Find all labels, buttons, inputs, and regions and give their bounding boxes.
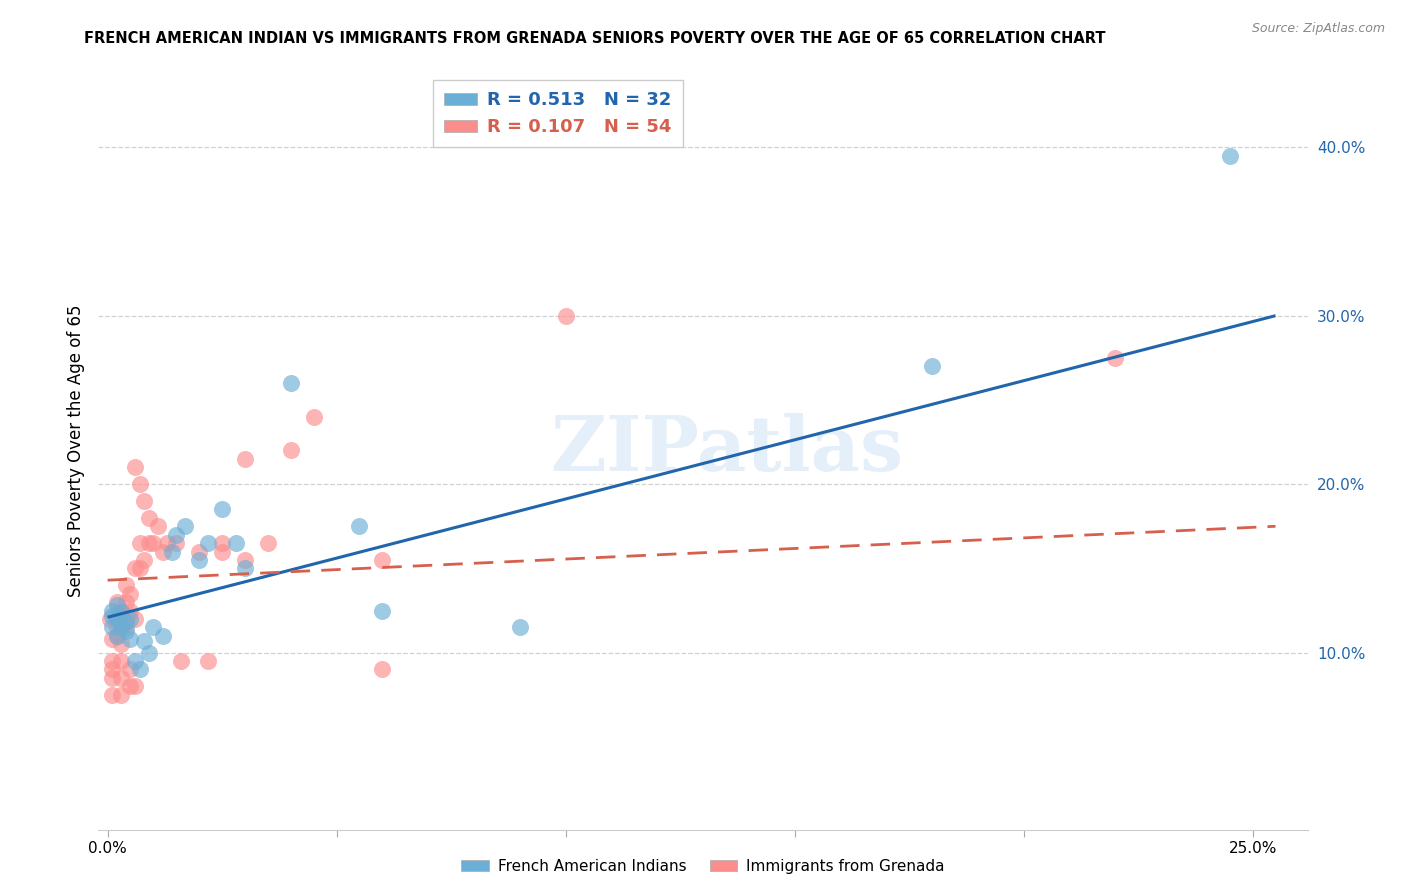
Point bbox=[1104, 351, 1126, 365]
Point bbox=[101, 671, 124, 685]
Point bbox=[120, 632, 142, 647]
Point bbox=[128, 663, 150, 677]
Point bbox=[134, 553, 156, 567]
Point bbox=[152, 544, 174, 558]
Point bbox=[211, 536, 233, 550]
Text: FRENCH AMERICAN INDIAN VS IMMIGRANTS FROM GRENADA SENIORS POVERTY OVER THE AGE O: FRENCH AMERICAN INDIAN VS IMMIGRANTS FRO… bbox=[84, 31, 1107, 46]
Point bbox=[280, 376, 302, 390]
Point bbox=[138, 536, 160, 550]
Point bbox=[371, 603, 394, 617]
Y-axis label: Seniors Poverty Over the Age of 65: Seniors Poverty Over the Age of 65 bbox=[66, 304, 84, 597]
Point bbox=[371, 663, 394, 677]
Point bbox=[101, 603, 124, 617]
Point bbox=[124, 561, 146, 575]
Point bbox=[134, 633, 156, 648]
Point bbox=[101, 654, 124, 668]
Point bbox=[188, 553, 211, 567]
Point bbox=[257, 536, 280, 550]
Point bbox=[110, 618, 132, 632]
Point bbox=[110, 620, 132, 634]
Point bbox=[115, 595, 138, 609]
Point bbox=[120, 587, 142, 601]
Point bbox=[110, 671, 132, 685]
Point bbox=[211, 502, 233, 516]
Point bbox=[105, 612, 128, 626]
Point bbox=[509, 620, 531, 634]
Point bbox=[128, 561, 150, 575]
Point bbox=[115, 620, 138, 634]
Text: ZIPatlas: ZIPatlas bbox=[551, 414, 904, 487]
Point bbox=[156, 536, 179, 550]
Point bbox=[110, 603, 132, 617]
Point bbox=[225, 536, 247, 550]
Point bbox=[211, 544, 233, 558]
Point bbox=[115, 615, 138, 630]
Point bbox=[170, 654, 193, 668]
Point bbox=[142, 536, 165, 550]
Point bbox=[98, 612, 121, 626]
Point bbox=[120, 603, 142, 617]
Point bbox=[142, 620, 165, 634]
Point bbox=[174, 519, 197, 533]
Point bbox=[152, 629, 174, 643]
Point bbox=[105, 620, 128, 634]
Point bbox=[371, 553, 394, 567]
Legend: R = 0.513   N = 32, R = 0.107   N = 54: R = 0.513 N = 32, R = 0.107 N = 54 bbox=[433, 80, 682, 147]
Point bbox=[110, 654, 132, 668]
Point bbox=[160, 544, 183, 558]
Point bbox=[128, 477, 150, 491]
Point bbox=[128, 536, 150, 550]
Point bbox=[134, 494, 156, 508]
Point bbox=[302, 409, 325, 424]
Text: Source: ZipAtlas.com: Source: ZipAtlas.com bbox=[1251, 22, 1385, 36]
Point bbox=[101, 608, 124, 623]
Point bbox=[165, 536, 187, 550]
Point bbox=[105, 612, 128, 626]
Point bbox=[188, 544, 211, 558]
Point bbox=[124, 654, 146, 668]
Point bbox=[138, 646, 160, 660]
Point bbox=[115, 578, 138, 592]
Point bbox=[101, 688, 124, 702]
Point bbox=[124, 679, 146, 693]
Point bbox=[146, 519, 169, 533]
Point bbox=[110, 605, 132, 619]
Point bbox=[115, 612, 138, 626]
Point bbox=[105, 629, 128, 643]
Point bbox=[124, 460, 146, 475]
Point bbox=[165, 527, 187, 541]
Point bbox=[120, 612, 142, 626]
Point bbox=[554, 309, 576, 323]
Point bbox=[124, 612, 146, 626]
Point bbox=[105, 629, 128, 643]
Point bbox=[101, 620, 124, 634]
Point bbox=[233, 561, 256, 575]
Legend: French American Indians, Immigrants from Grenada: French American Indians, Immigrants from… bbox=[456, 853, 950, 880]
Point bbox=[197, 536, 219, 550]
Point bbox=[110, 637, 132, 651]
Point bbox=[197, 654, 219, 668]
Point bbox=[1219, 148, 1241, 162]
Point bbox=[101, 663, 124, 677]
Point bbox=[349, 519, 371, 533]
Point bbox=[101, 632, 124, 647]
Point bbox=[921, 359, 943, 374]
Point bbox=[105, 599, 128, 613]
Point bbox=[233, 553, 256, 567]
Point bbox=[138, 511, 160, 525]
Point bbox=[115, 624, 138, 638]
Point bbox=[233, 451, 256, 466]
Point bbox=[110, 688, 132, 702]
Point bbox=[105, 595, 128, 609]
Point bbox=[280, 443, 302, 458]
Point bbox=[120, 679, 142, 693]
Point bbox=[120, 663, 142, 677]
